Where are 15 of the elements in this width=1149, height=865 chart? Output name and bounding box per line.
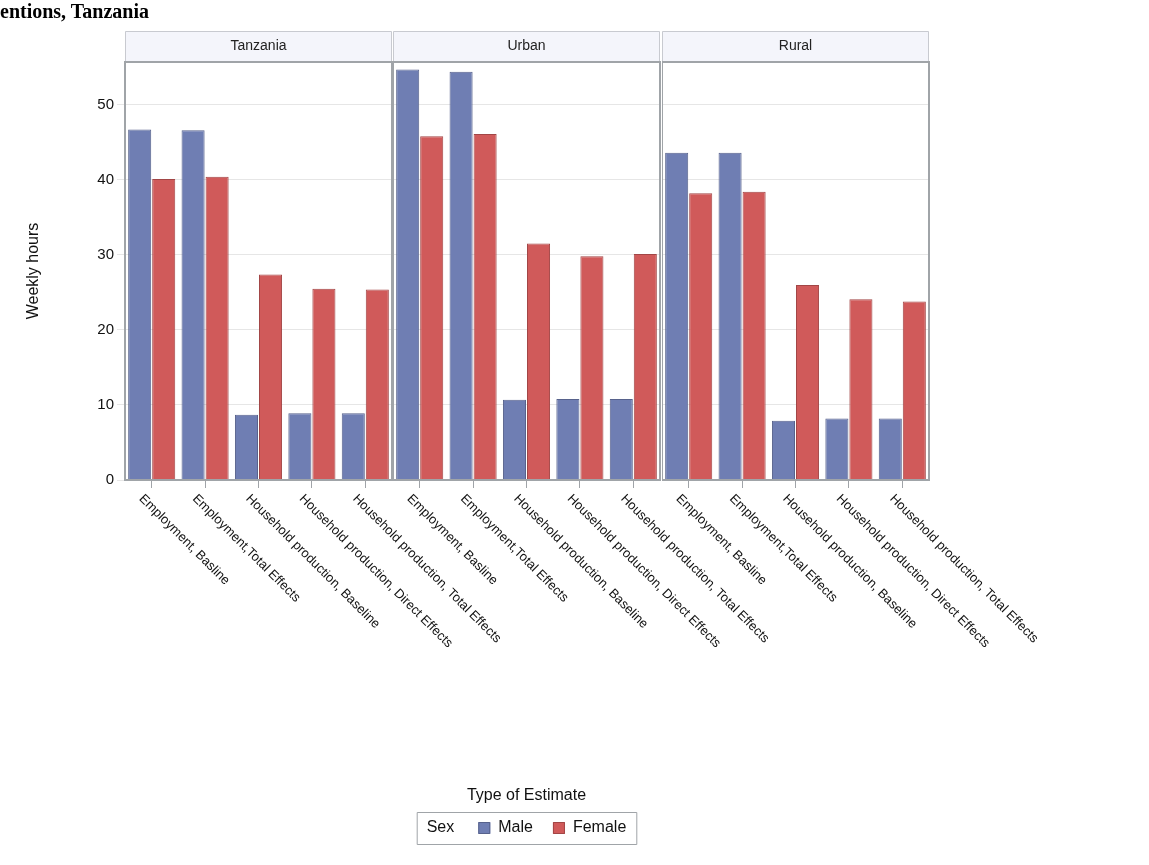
legend-label: Female <box>572 818 627 836</box>
legend-label: Male <box>498 818 534 836</box>
y-tick-label: 10 <box>97 395 114 413</box>
x-axis-title: Type of Estimate <box>466 786 587 804</box>
chart-title: Rural <box>778 36 813 53</box>
y-axis-title: Weekly hours <box>24 222 42 320</box>
legend-title: Sex <box>426 818 455 836</box>
y-tick-label: 20 <box>97 320 114 338</box>
y-tick-label: 0 <box>105 470 114 488</box>
y-tick-label: 50 <box>97 94 114 112</box>
text: entions, Tanzania <box>0 0 149 22</box>
y-tick-label: 30 <box>97 245 114 263</box>
chart-title: Tanzania <box>230 36 287 53</box>
y-tick-label: 40 <box>97 169 114 187</box>
chart-title: Urban <box>507 36 546 53</box>
